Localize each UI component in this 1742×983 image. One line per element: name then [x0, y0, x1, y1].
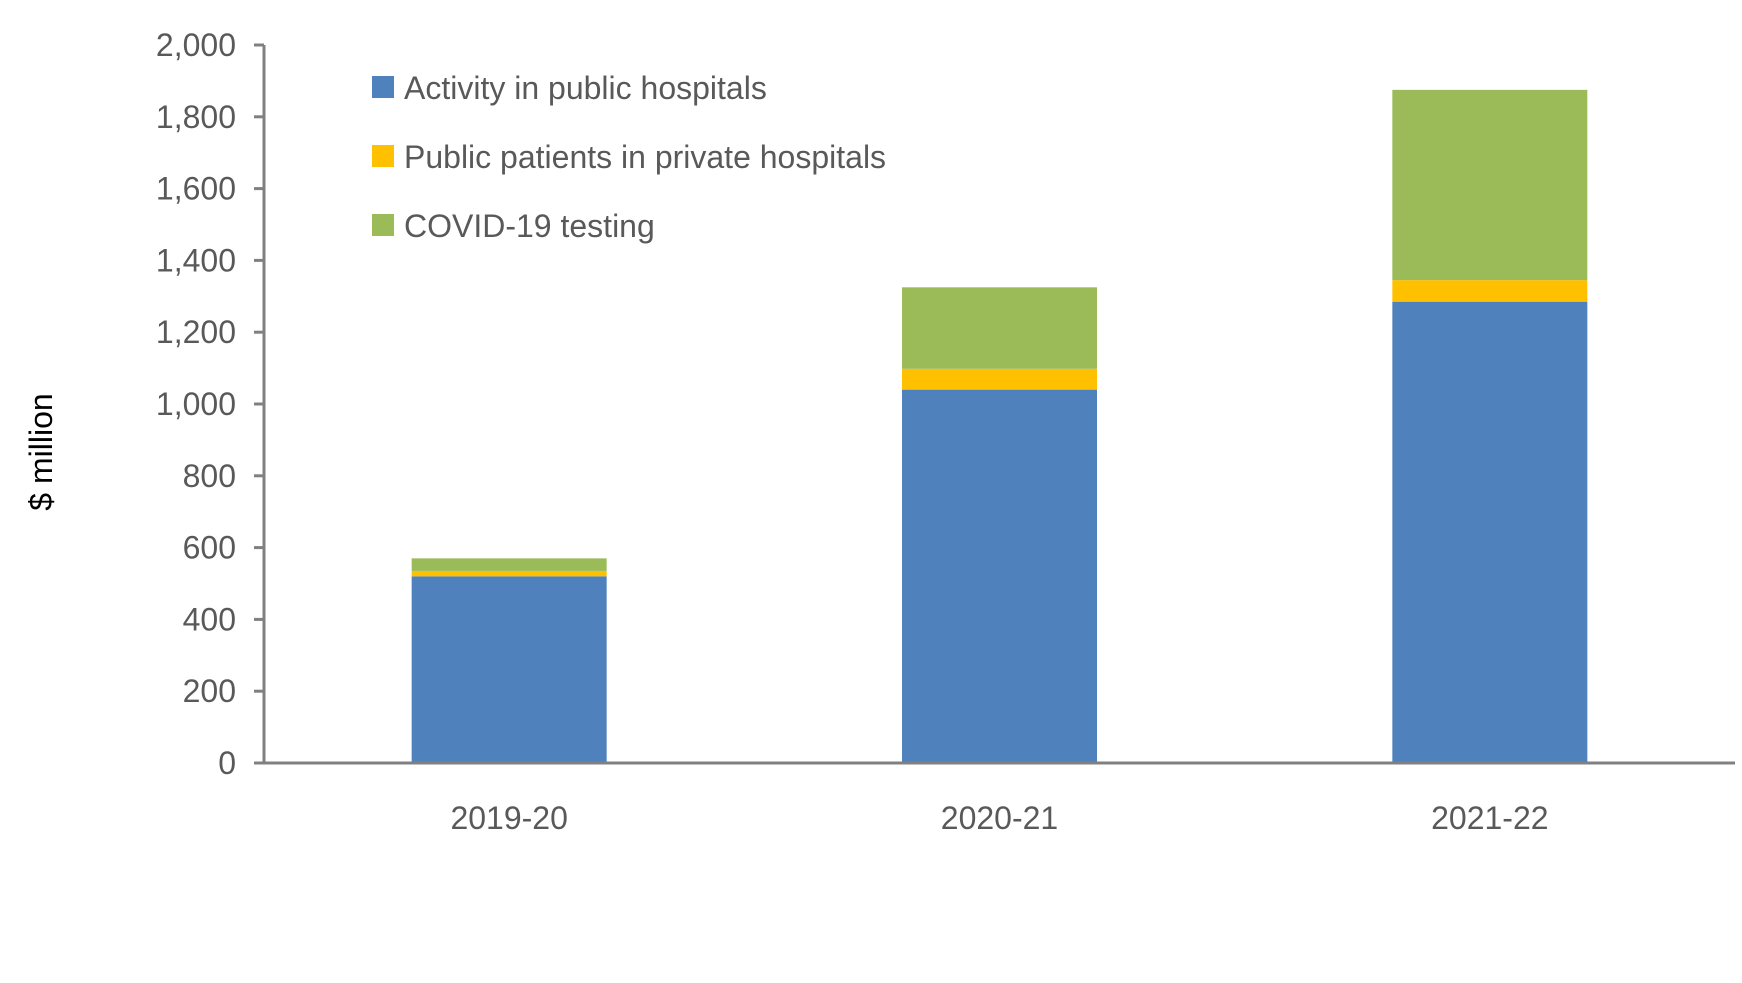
y-tick-label: 2,000: [156, 27, 236, 63]
x-tick-label-2020-21: 2020-21: [941, 800, 1058, 836]
y-tick-label: 0: [218, 745, 236, 781]
y-tick-label: 400: [183, 601, 236, 637]
bar-2020-21-series-1: [902, 368, 1097, 390]
y-tick-label: 800: [183, 458, 236, 494]
bar-2021-22-series-2: [1392, 89, 1588, 281]
legend-label-1: Public patients in private hospitals: [404, 139, 886, 175]
legend: Activity in public hospitals Public patie…: [372, 70, 886, 244]
bar-2020-21-series-0: [902, 389, 1097, 763]
x-tick-label-2021-22: 2021-22: [1431, 800, 1548, 836]
y-tick-label: 200: [183, 673, 236, 709]
bar-2020-21-series-2: [902, 287, 1097, 369]
y-tick-label: 1,800: [156, 99, 236, 135]
x-tick-label-2019-20: 2019-20: [450, 800, 567, 836]
labels-layer: 2019-20 2020-21 2021-22 0 200 400 600 800 1,000 1…: [156, 27, 1549, 836]
y-tick-label: 600: [183, 530, 236, 566]
y-axis-title: $ million: [23, 393, 59, 510]
axes-layer: [254, 43, 1735, 765]
bars-layer: [411, 89, 1588, 763]
legend-label-2: COVID-19 testing: [404, 208, 655, 244]
legend-swatch-2: [372, 214, 394, 236]
bar-2019-20-series-2: [411, 558, 607, 571]
legend-swatch-0: [372, 76, 394, 98]
legend-label-0: Activity in public hospitals: [404, 70, 767, 106]
y-tick-label: 1,200: [156, 314, 236, 350]
legend-swatch-1: [372, 145, 394, 167]
bar-2019-20-series-0: [411, 576, 607, 763]
bar-2019-20-series-1: [411, 570, 607, 577]
y-tick-label: 1,600: [156, 171, 236, 207]
y-tick-label: 1,000: [156, 386, 236, 422]
bar-2021-22-series-1: [1392, 280, 1588, 302]
y-tick-label: 1,400: [156, 242, 236, 278]
bar-2021-22-series-0: [1392, 301, 1588, 763]
